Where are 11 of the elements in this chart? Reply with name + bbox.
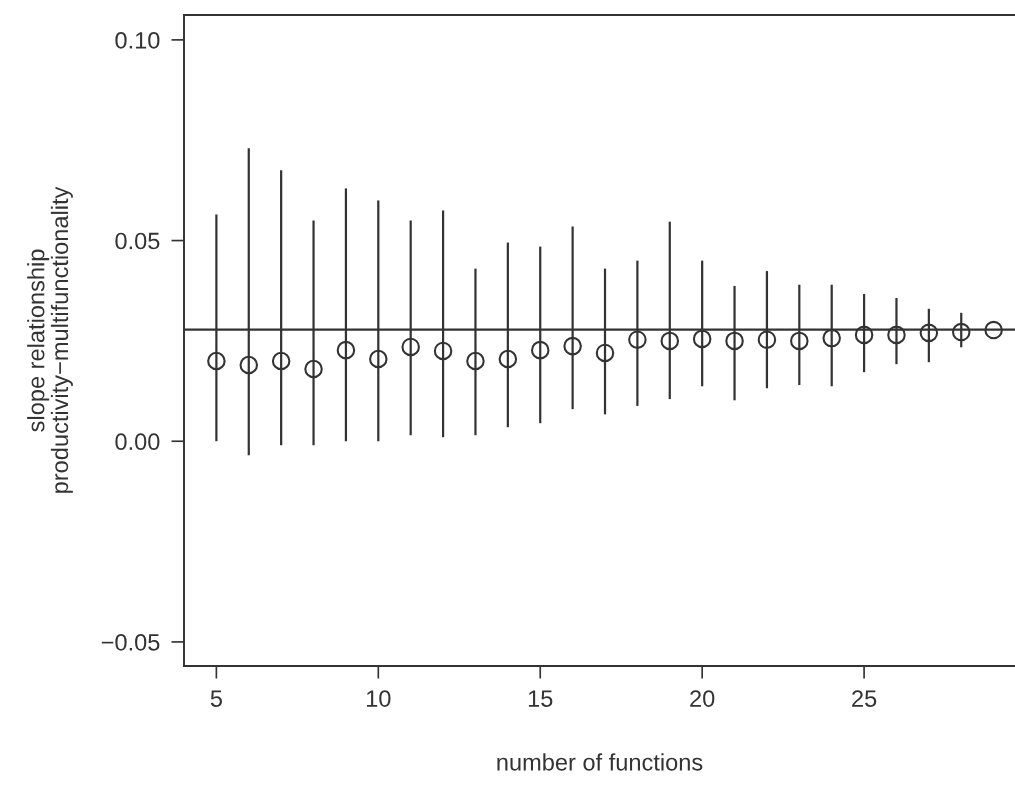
x-tick-label: 25: [852, 690, 877, 707]
y-tick-label: 0.05: [115, 232, 160, 250]
x-axis-title: number of functions: [497, 753, 703, 771]
y-tick-label: 0.00: [115, 433, 160, 451]
y-axis-title: slope relationship productivity−multifunctionality: [27, 186, 73, 493]
x-tick-label: 15: [528, 690, 553, 707]
y-tick-label: 0.10: [115, 31, 160, 49]
x-tick-label: 5: [210, 690, 222, 707]
y-tick-label: −0.05: [101, 633, 160, 651]
x-tick-label: 20: [690, 690, 715, 707]
x-tick-label: 10: [366, 690, 391, 707]
